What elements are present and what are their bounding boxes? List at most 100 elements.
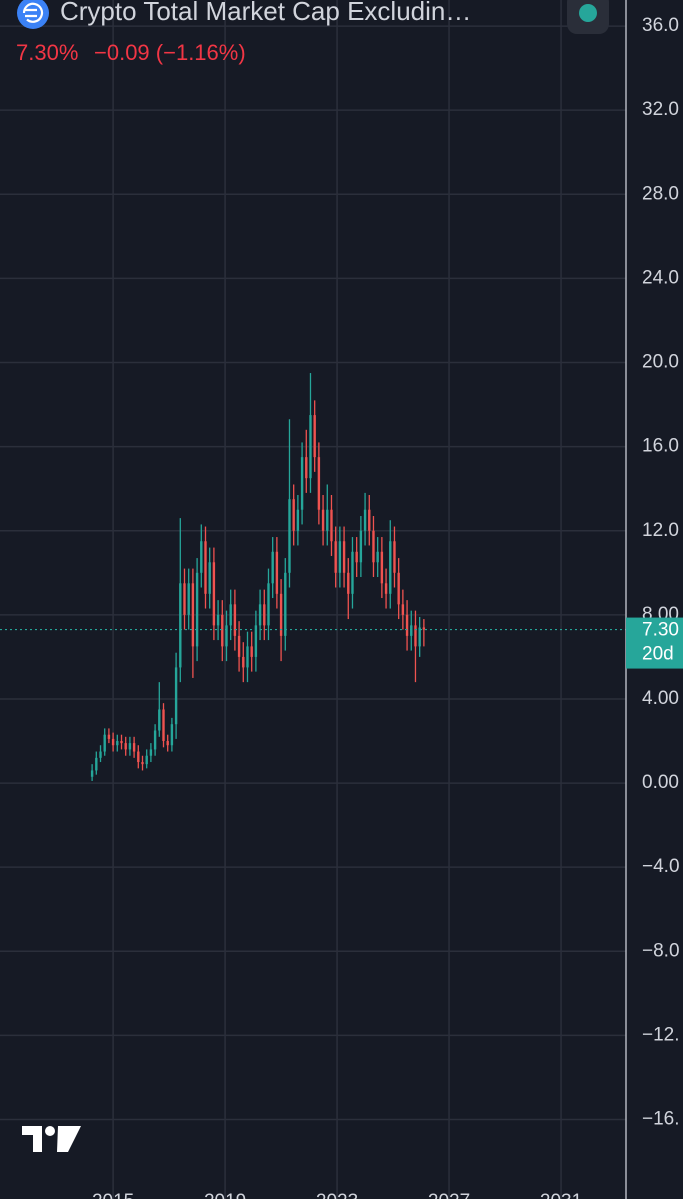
candle-body — [389, 541, 392, 594]
candle-body — [183, 583, 186, 615]
y-tick-label: 20.0 — [642, 352, 679, 373]
y-tick-label: 36.0 — [642, 15, 679, 36]
candle-body — [237, 635, 241, 657]
tv-logo — [22, 1126, 81, 1152]
candle-body — [267, 583, 270, 626]
candle-body — [292, 499, 295, 531]
candle-body — [124, 743, 127, 750]
candle-body — [393, 541, 396, 573]
candle-body — [208, 562, 211, 594]
candle-body — [246, 646, 249, 668]
candle-body — [418, 627, 421, 647]
candle-body — [313, 415, 316, 458]
y-tick-label: −4.0 — [642, 856, 680, 877]
candle-body — [271, 551, 274, 584]
candle-body — [342, 541, 346, 573]
candle-body — [111, 738, 115, 746]
y-tick-label: 0.00 — [642, 772, 679, 793]
candle-body — [120, 741, 123, 744]
price-tag-countdown: 20d — [642, 644, 674, 665]
change: −0.09 (−1.16%) — [94, 40, 246, 65]
candle-body — [334, 541, 337, 573]
price-tag-label: 7.30 — [642, 620, 679, 641]
candle-body — [145, 755, 148, 765]
candle-body — [212, 562, 216, 626]
last-value: 7.30% — [16, 40, 78, 65]
x-tick-label: 2031 — [540, 1191, 582, 1199]
grid — [0, 0, 626, 1199]
candle-body — [99, 751, 102, 758]
candle-body — [137, 751, 140, 763]
candle-body — [330, 509, 333, 542]
candle-body — [317, 457, 321, 510]
x-tick-label: 2015 — [92, 1191, 134, 1199]
y-tick-label: 28.0 — [642, 183, 679, 204]
candle-body — [279, 593, 283, 636]
candle-body — [132, 743, 136, 752]
candle-body — [363, 509, 367, 531]
candle-body — [309, 415, 312, 479]
candle-body — [372, 530, 375, 563]
x-tick-label: 2027 — [428, 1191, 470, 1199]
candle-body — [380, 551, 384, 584]
candle-body — [296, 509, 300, 531]
candle-body — [170, 724, 174, 746]
candle-body — [300, 457, 304, 510]
chart-title: Crypto Total Market Cap Excludin… — [60, 0, 471, 26]
y-tick-label: 24.0 — [642, 267, 679, 288]
candle-body — [200, 541, 203, 573]
candle-body — [359, 530, 363, 563]
candle-body — [368, 509, 371, 531]
candle-body — [326, 509, 329, 531]
candle-body — [284, 572, 287, 636]
y-axis: 36.032.028.024.020.016.012.08.004.000.00… — [92, 15, 683, 1199]
candle-body — [401, 604, 405, 615]
candle-body — [162, 709, 165, 742]
candle-body — [263, 604, 266, 626]
candle-body — [166, 741, 169, 746]
y-tick-label: 4.00 — [642, 688, 679, 709]
candle-body — [351, 551, 354, 594]
candle-body — [221, 614, 224, 647]
candle-body — [153, 730, 157, 750]
candle-body — [275, 551, 279, 594]
candle-body — [128, 743, 132, 750]
candle-body — [229, 604, 232, 626]
x-tick-label: 2023 — [316, 1191, 358, 1199]
candle-body — [347, 572, 350, 594]
candle-body — [116, 741, 119, 746]
candle-body — [258, 604, 262, 626]
candle-body — [250, 646, 253, 657]
candle-body — [384, 583, 388, 594]
y-tick-label: 32.0 — [642, 99, 679, 120]
y-tick-label: −8.0 — [642, 940, 680, 961]
candle-body — [338, 541, 342, 573]
candle-body — [174, 667, 178, 725]
candle-body — [422, 627, 426, 630]
candle-body — [107, 734, 111, 739]
candle-body — [288, 499, 291, 573]
candle-body — [305, 457, 308, 479]
candle-body — [141, 762, 144, 765]
candle-body — [149, 749, 153, 756]
candle-body — [254, 625, 258, 657]
candle-body — [414, 625, 417, 647]
candle-body — [410, 625, 413, 636]
candle-body — [90, 770, 94, 777]
y-tick-label: −16. — [642, 1109, 680, 1130]
candle-body — [158, 709, 161, 731]
candle-body — [225, 625, 228, 647]
candle-body — [204, 541, 207, 594]
candle-body — [242, 656, 245, 668]
candle-body — [405, 614, 409, 636]
candle-body — [233, 604, 237, 636]
candle-body — [187, 583, 190, 615]
candle-body — [216, 614, 220, 626]
price-tag — [626, 617, 683, 669]
candle-body — [376, 551, 379, 563]
x-tick-label: 2019 — [204, 1191, 246, 1199]
candles — [0, 373, 626, 781]
y-tick-label: 12.0 — [642, 520, 679, 541]
status-dot[interactable] — [579, 4, 597, 22]
